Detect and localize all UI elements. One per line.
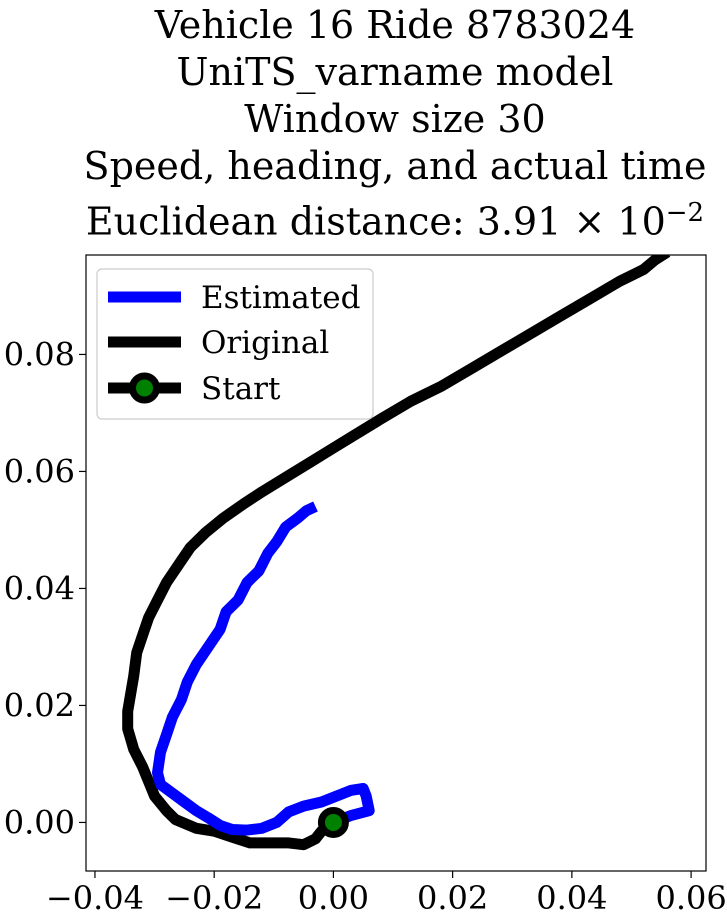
- x-tick-label: 0.02: [417, 879, 488, 917]
- x-tick-label: 0.00: [298, 879, 369, 917]
- x-tick-label: −0.04: [46, 879, 144, 917]
- distance-label: Euclidean distance:: [85, 199, 477, 244]
- series-line-1: [122, 255, 671, 851]
- x-axis: −0.04 −0.02 0.00 0.02 0.04 0.06: [46, 871, 727, 917]
- plot-frame: [85, 254, 707, 872]
- legend: Estimated Original Start: [96, 268, 374, 420]
- legend-marker-start: [129, 372, 160, 404]
- legend-frame: [96, 268, 374, 420]
- distance-times: ×: [573, 199, 606, 244]
- y-tick-label: 0.04: [4, 569, 75, 607]
- start-marker: [317, 806, 349, 838]
- x-tick-label: 0.04: [536, 879, 607, 917]
- title-line-5: Euclidean distance: 3.91 × 10−2: [0, 190, 727, 246]
- x-tick-label: −0.02: [165, 879, 263, 917]
- legend-label-2: Start: [201, 371, 281, 407]
- title-line-4: Speed, heading, and actual time: [83, 144, 707, 188]
- title-line-1: Vehicle 16 Ride 8783024: [154, 3, 636, 47]
- y-tick-label: 0.00: [4, 803, 75, 841]
- y-tick-label: 0.02: [4, 686, 75, 724]
- title-line-2: UniTS_varname model: [176, 50, 614, 94]
- distance-exponent: −2: [665, 198, 705, 228]
- y-axis: 0.00 0.02 0.04 0.06 0.08: [4, 335, 86, 841]
- legend-label-1: Original: [201, 325, 329, 361]
- distance-mantissa: 3.91: [476, 199, 562, 244]
- distance-base: 10: [617, 199, 666, 244]
- x-tick-label: 0.06: [655, 879, 726, 917]
- y-tick-label: 0.06: [4, 452, 75, 490]
- title-line-3: Window size 30: [244, 97, 546, 141]
- series-layer: [122, 255, 671, 851]
- legend-label-0: Estimated: [201, 280, 360, 316]
- series-line-0: [152, 501, 375, 836]
- y-tick-label: 0.08: [4, 335, 75, 373]
- chart-title: Vehicle 16 Ride 8783024 UniTS_varname mo…: [0, 2, 727, 246]
